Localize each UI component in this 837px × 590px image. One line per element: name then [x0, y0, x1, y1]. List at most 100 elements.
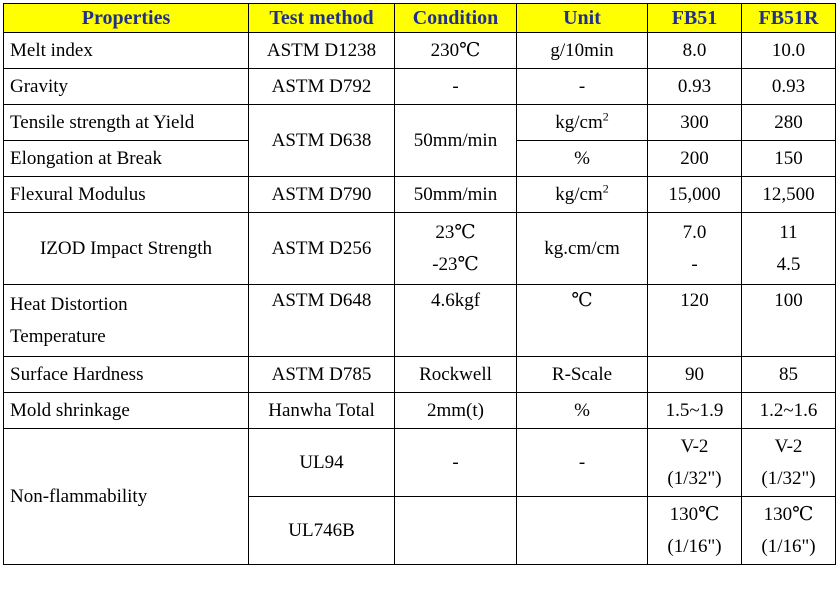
fb51-cell: 7.0 - — [647, 212, 742, 285]
fb51-cell: 0.93 — [647, 68, 742, 105]
unit-cell: % — [516, 392, 648, 429]
unit-cell: R-Scale — [516, 356, 648, 393]
header-row: Properties Test method Condition Unit FB… — [3, 3, 836, 33]
properties-table: Properties Test method Condition Unit FB… — [3, 3, 836, 565]
property-cell: Heat Distortion Temperature — [3, 284, 249, 357]
fb51r-cell: 12,500 — [741, 176, 836, 213]
fb51r-line-1: 130℃ — [763, 503, 814, 525]
fb51-line-1: 7.0 — [682, 221, 707, 243]
fb51r-cell: 0.93 — [741, 68, 836, 105]
property-cell: Elongation at Break — [3, 140, 249, 177]
header-unit: Unit — [516, 3, 648, 33]
property-cell: Surface Hardness — [3, 356, 249, 393]
table-row-heat-distortion: Heat Distortion Temperature ASTM D648 4.… — [3, 284, 836, 357]
table-row-tensile: Tensile strength at Yield ASTM D638 50mm… — [3, 104, 836, 177]
condition-cell: 50mm/min — [394, 176, 517, 213]
property-cell: Mold shrinkage — [3, 392, 249, 429]
fb51r-cell: 100 — [741, 284, 836, 357]
property-cell: Gravity — [3, 68, 249, 105]
condition-cell — [394, 496, 517, 565]
fb51-line-2: (1/32") — [667, 467, 722, 489]
unit-cell: % — [516, 140, 648, 177]
table-row-ul746b: UL746B 130℃ (1/16") 130℃ (1/16") — [4, 496, 836, 565]
unit-base: kg/cm — [555, 183, 603, 205]
fb51-line-1: 130℃ — [669, 503, 720, 525]
method-cell: ASTM D256 — [248, 212, 395, 285]
method-cell: ASTM D1238 — [248, 32, 395, 69]
table-row-elongation: Elongation at Break % 200 150 — [3, 140, 836, 177]
fb51-cell: 8.0 — [647, 32, 742, 69]
unit-cell: kg.cm/cm — [516, 212, 648, 285]
property-line-2: Temperature — [10, 325, 106, 347]
table-row-surface-hardness: Surface Hardness ASTM D785 Rockwell R-Sc… — [3, 356, 836, 393]
header-condition: Condition — [394, 3, 517, 33]
condition-line-1: 23℃ — [435, 221, 476, 243]
fb51-cell: 120 — [647, 284, 742, 357]
fb51r-cell: 150 — [741, 140, 836, 177]
unit-cell: kg/cm2 — [516, 104, 648, 141]
condition-cell: - — [394, 68, 517, 105]
fb51r-line-1: V-2 — [774, 435, 803, 457]
fb51r-line-2: (1/32") — [761, 467, 816, 489]
table-row-izod: IZOD Impact Strength ASTM D256 23℃ - 23℃ … — [3, 212, 836, 285]
unit-cell: - — [516, 428, 648, 497]
fb51r-line-2: 4.5 — [776, 253, 801, 275]
header-properties: Properties — [3, 3, 249, 33]
top-strip — [0, 0, 837, 3]
unit-superscript: 2 — [602, 109, 609, 124]
condition-cell: 2mm(t) — [394, 392, 517, 429]
unit-cell: - — [516, 68, 648, 105]
table-row-gravity: Gravity ASTM D792 - - 0.93 0.93 — [3, 68, 836, 105]
fb51r-cell: 280 — [741, 104, 836, 141]
property-cell: Melt index — [3, 32, 249, 69]
fb51-cell: 90 — [647, 356, 742, 393]
method-cell: ASTM D638 — [248, 104, 395, 177]
fb51-cell: 1.5~1.9 — [647, 392, 742, 429]
fb51-cell: V-2 (1/32") — [647, 428, 742, 497]
table-row-mold-shrinkage: Mold shrinkage Hanwha Total 2mm(t) % 1.5… — [3, 392, 836, 429]
property-cell: IZOD Impact Strength — [3, 212, 249, 285]
unit-cell: ℃ — [516, 284, 648, 357]
fb51r-cell: 1.2~1.6 — [741, 392, 836, 429]
method-cell: UL746B — [248, 496, 395, 565]
fb51r-line-1: 11 — [779, 221, 798, 243]
fb51-cell: 130℃ (1/16") — [647, 496, 742, 565]
condition-cell: 23℃ -23℃ — [394, 212, 517, 285]
property-cell: Tensile strength at Yield — [3, 104, 249, 141]
unit-cell: g/10min — [516, 32, 648, 69]
condition-cell: - — [394, 428, 517, 497]
fb51r-cell: 10.0 — [741, 32, 836, 69]
fb51-cell: 15,000 — [647, 176, 742, 213]
fb51-line-2: (1/16") — [667, 535, 722, 557]
fb51-cell: 200 — [647, 140, 742, 177]
unit-base: kg/cm — [555, 111, 603, 133]
fb51-line-2: - — [691, 253, 698, 275]
unit-superscript: 2 — [602, 181, 609, 196]
condition-line-2: -23℃ — [432, 253, 479, 275]
table-row-flexural: Flexural Modulus ASTM D790 50mm/min kg/c… — [3, 176, 836, 213]
method-cell: ASTM D785 — [248, 356, 395, 393]
condition-cell: 50mm/min — [394, 104, 517, 177]
table-row-ul94: Non-flammability UL94 - - V-2 (1/32") V-… — [3, 428, 836, 565]
fb51r-cell: 11 4.5 — [741, 212, 836, 285]
fb51-cell: 300 — [647, 104, 742, 141]
table-row-melt-index: Melt index ASTM D1238 230℃ g/10min 8.0 1… — [3, 32, 836, 69]
header-fb51r: FB51R — [741, 3, 836, 33]
method-cell: ASTM D648 — [248, 284, 395, 357]
property-cell: Non-flammability — [3, 428, 249, 565]
unit-cell — [516, 496, 648, 565]
property-cell: Flexural Modulus — [3, 176, 249, 213]
fb51-line-1: V-2 — [680, 435, 709, 457]
fb51r-cell: V-2 (1/32") — [741, 428, 836, 497]
method-cell: Hanwha Total — [248, 392, 395, 429]
unit-cell: kg/cm2 — [516, 176, 648, 213]
property-line-1: Heat Distortion — [10, 293, 128, 315]
fb51r-line-2: (1/16") — [761, 535, 816, 557]
fb51r-cell: 130℃ (1/16") — [741, 496, 836, 565]
method-cell: UL94 — [248, 428, 395, 497]
method-cell: ASTM D792 — [248, 68, 395, 105]
header-fb51: FB51 — [647, 3, 742, 33]
condition-cell: 230℃ — [394, 32, 517, 69]
condition-cell: 4.6kgf — [394, 284, 517, 357]
header-test-method: Test method — [248, 3, 395, 33]
